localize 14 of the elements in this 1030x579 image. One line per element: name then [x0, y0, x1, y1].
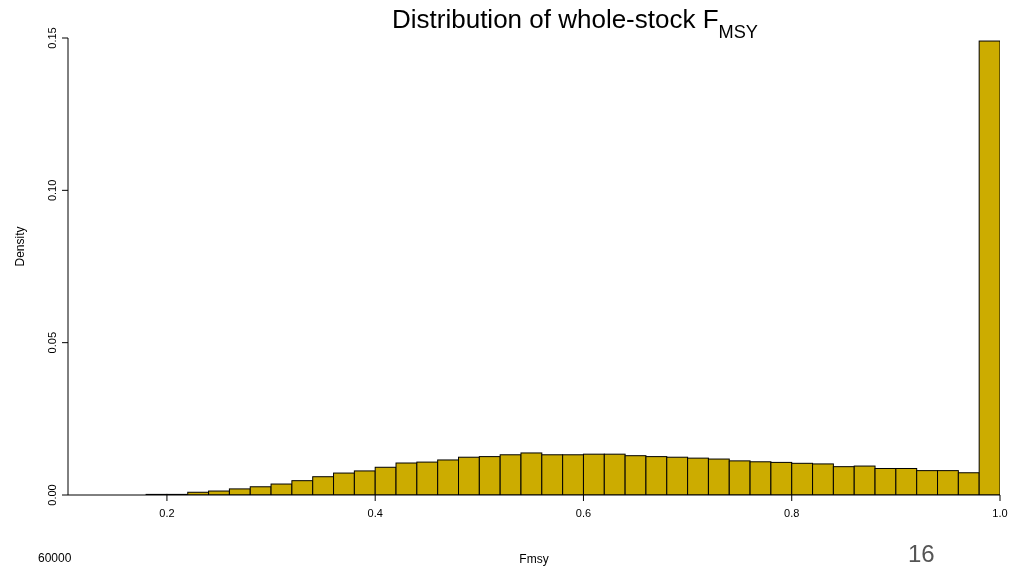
y-tick-label: 0.10 [46, 179, 58, 202]
y-tick-label: 0.00 [46, 484, 58, 506]
text: 60000 [38, 551, 72, 565]
text: 16 [908, 540, 935, 568]
x-tick-label: 0.4 [367, 507, 383, 519]
chart-title: Distribution of whole-stock F$_{MSY}$ [392, 4, 758, 42]
x-tick-label: 0.2 [159, 507, 175, 519]
y-tick-label: 0.05 [46, 331, 58, 354]
x-axis-title: Fmsy [519, 552, 549, 566]
x-tick-label: 0.6 [575, 507, 592, 519]
y-axis-title: Density [13, 226, 28, 267]
x-tick-label: 1.0 [992, 507, 1008, 519]
x-tick-label: 0.8 [784, 507, 800, 519]
y-tick-label: 0.15 [46, 27, 58, 49]
